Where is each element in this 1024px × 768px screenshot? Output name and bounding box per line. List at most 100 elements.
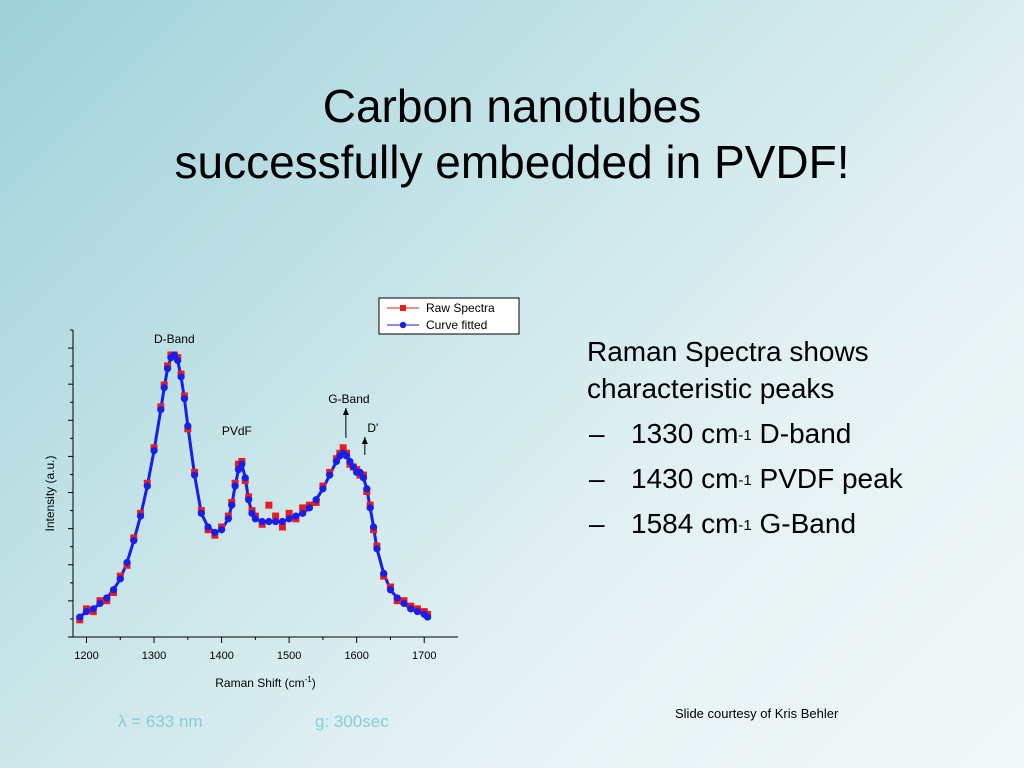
- fit-point: [326, 471, 334, 479]
- x-axis-label: Raman Shift (cm-1): [215, 675, 315, 690]
- fit-point: [407, 605, 415, 613]
- courtesy-note: Slide courtesy of Kris Behler: [675, 706, 839, 721]
- fit-point: [332, 457, 341, 466]
- peak-exp-1: -1: [738, 427, 752, 444]
- fit-point: [393, 594, 401, 602]
- annotation-arrowhead: [361, 437, 368, 444]
- fit-point: [413, 608, 422, 616]
- fit-point: [292, 512, 300, 520]
- laser-note: λ = 633 nm: [118, 712, 203, 731]
- fit-point: [346, 457, 354, 466]
- dash-2: –: [589, 463, 605, 494]
- annotation-arrowhead: [342, 408, 349, 415]
- fit-point: [305, 504, 314, 512]
- x-tick-label: 1700: [412, 650, 436, 662]
- title-line-2: successfully embedded in PVDF!: [174, 136, 850, 188]
- slide-title: Carbon nanotubes successfully embedded i…: [0, 78, 1024, 190]
- fit-point: [312, 496, 320, 504]
- legend-marker: [400, 305, 406, 311]
- bullet-main: Raman Spectra shows characteristic peaks: [587, 336, 869, 404]
- x-tick-label: 1500: [277, 650, 301, 662]
- x-tick-label: 1200: [74, 650, 98, 662]
- fit-point: [363, 485, 371, 493]
- fit-point: [224, 515, 232, 523]
- raw-point: [339, 444, 347, 452]
- raw-point: [285, 509, 293, 517]
- raw-point: [265, 501, 273, 509]
- fit-point: [386, 586, 395, 594]
- fit-point: [109, 586, 118, 594]
- legend-marker: [399, 321, 407, 329]
- dash-1: –: [589, 418, 605, 449]
- fit-point: [424, 613, 432, 621]
- x-tick-label: 1600: [344, 650, 368, 662]
- fit-point: [177, 373, 185, 381]
- fit-point: [369, 523, 378, 531]
- fit-point: [143, 482, 151, 490]
- peak-value-3: 1584 cm: [631, 508, 739, 539]
- fit-point: [234, 466, 243, 474]
- fit-point: [241, 474, 249, 482]
- annotation-label: G-Band: [328, 392, 369, 406]
- annotation-label: PVdF: [222, 424, 252, 438]
- fit-point: [211, 528, 219, 537]
- fit-point: [245, 496, 253, 504]
- fit-point: [356, 468, 364, 476]
- fit-point: [251, 515, 259, 523]
- bullet-list: Raman Spectra shows characteristic peaks…: [587, 333, 1007, 542]
- fit-point: [76, 613, 84, 621]
- raw-point: [299, 504, 307, 512]
- fit-point: [231, 482, 239, 490]
- fit-point: [285, 515, 293, 523]
- y-axis-label: Intensity (a.u.): [43, 455, 57, 531]
- fit-point: [265, 517, 273, 526]
- fit-point: [204, 523, 212, 531]
- annotation-label: D-Band: [154, 332, 195, 346]
- peak-label-1: D-band: [751, 418, 852, 449]
- peak-label-2: PVDF peak: [751, 463, 903, 494]
- fit-point: [89, 605, 97, 613]
- fit-point: [258, 517, 266, 526]
- fit-point: [157, 406, 165, 414]
- fit-point: [103, 594, 111, 602]
- peak-item-3: – 1584 cm-1 G-Band: [587, 505, 1007, 542]
- fit-point: [163, 365, 172, 373]
- fit-point: [278, 517, 286, 526]
- title-line-1: Carbon nanotubes: [322, 80, 702, 132]
- integration-note: g: 300sec: [315, 712, 389, 731]
- fit-point: [170, 351, 178, 359]
- peak-value-2: 1430 cm: [631, 463, 739, 494]
- peak-exp-2: -1: [738, 472, 752, 489]
- fit-line: [78, 352, 429, 619]
- peak-value-1: 1330 cm: [631, 418, 739, 449]
- fit-point: [82, 608, 91, 616]
- peak-label-3: G-Band: [751, 508, 857, 539]
- fit-point: [400, 599, 408, 608]
- fit-point: [373, 545, 381, 553]
- fit-point: [359, 474, 368, 482]
- fit-point: [96, 599, 104, 608]
- annotation-label: D': [367, 421, 378, 435]
- fit-point: [228, 501, 236, 509]
- fit-point: [150, 446, 158, 455]
- fit-point: [319, 485, 327, 493]
- fit-point: [116, 575, 124, 583]
- fit-point: [342, 452, 351, 460]
- legend-label: Curve fitted: [426, 318, 487, 332]
- fit-point: [238, 460, 246, 468]
- raw-point: [272, 512, 280, 520]
- fit-point: [366, 504, 374, 512]
- peak-exp-3: -1: [738, 517, 752, 534]
- legend-label: Raw Spectra: [426, 301, 495, 315]
- x-tick-label: 1300: [142, 650, 166, 662]
- fit-point: [248, 509, 256, 517]
- fit-point: [174, 356, 182, 365]
- peak-item-1: – 1330 cm-1 D-band: [587, 415, 1007, 452]
- fit-point: [160, 384, 168, 392]
- fit-point: [217, 526, 226, 534]
- fit-point: [190, 471, 199, 479]
- fit-point: [184, 422, 192, 430]
- dash-3: –: [589, 508, 605, 539]
- x-tick-label: 1400: [209, 650, 233, 662]
